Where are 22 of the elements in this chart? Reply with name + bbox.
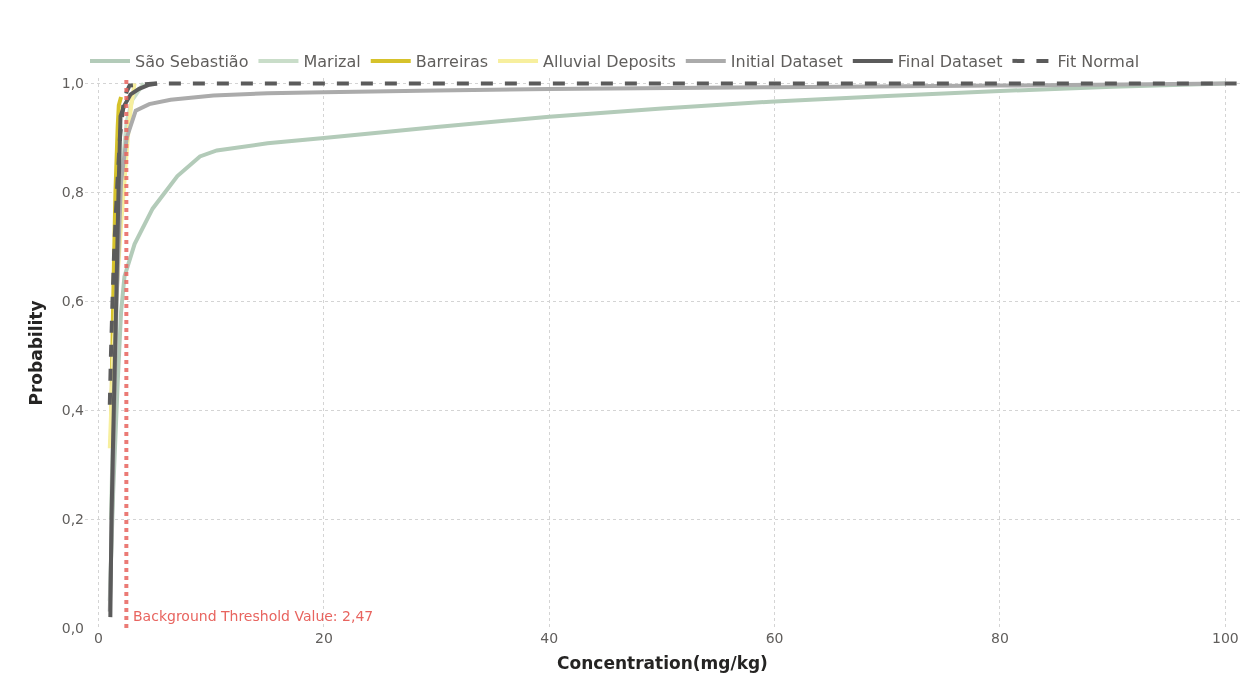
x-tick-label: 40 (540, 630, 559, 646)
y-tick-label: 0,6 (61, 293, 85, 310)
legend-label: São Sebastião (135, 52, 249, 72)
y-tick-label: 0,4 (61, 402, 85, 419)
x-tick-label: 100 (1211, 630, 1239, 646)
x-tick-label: 20 (314, 630, 333, 646)
x-tick-label: 80 (991, 630, 1009, 646)
legend-label: Barreiras (415, 52, 489, 72)
y-tick-label: 0,0 (61, 619, 84, 636)
y-tick-label: 0,8 (61, 184, 84, 201)
x-tick-label: 60 (765, 630, 784, 646)
legend-label: Marizal (303, 52, 361, 72)
y-axis-title: Probability (26, 300, 47, 406)
legend-label: Initial Dataset (730, 52, 843, 72)
y-tick-label: 0,2 (61, 510, 84, 527)
legend-label: Alluvial Deposits (543, 52, 676, 72)
y-tick-label: 1,0 (61, 75, 84, 92)
legend-label: Fit Normal (1057, 52, 1140, 72)
ref-line-label: Background Threshold Value: 2,47 (133, 608, 374, 624)
x-tick-label: 0 (94, 630, 103, 646)
x-axis-title: Concentration(mg/kg) (557, 653, 768, 674)
legend-label: Final Dataset (897, 52, 1003, 72)
